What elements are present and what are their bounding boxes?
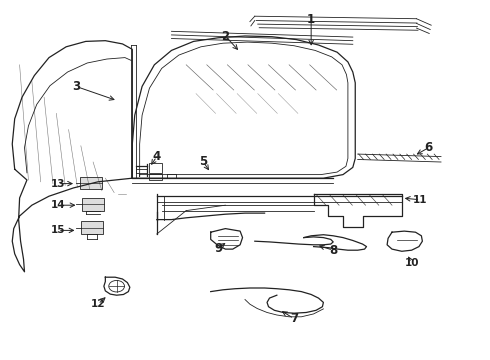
Text: 15: 15 (50, 225, 65, 235)
Text: 3: 3 (72, 80, 80, 93)
Text: 12: 12 (91, 299, 105, 309)
Bar (82, 198, 104, 211)
Text: 10: 10 (404, 258, 419, 268)
Text: 1: 1 (307, 13, 315, 26)
Bar (81, 221, 103, 234)
Text: 11: 11 (413, 195, 428, 205)
Text: 8: 8 (329, 244, 337, 257)
Bar (79, 177, 102, 189)
Bar (149, 163, 162, 173)
Text: 14: 14 (50, 200, 65, 210)
Text: 7: 7 (290, 312, 298, 325)
Bar (149, 174, 162, 180)
Text: 13: 13 (50, 179, 65, 189)
Text: 5: 5 (199, 156, 207, 168)
Text: 9: 9 (214, 242, 222, 255)
Text: 4: 4 (153, 150, 161, 163)
Text: 2: 2 (221, 30, 229, 42)
Text: 6: 6 (425, 141, 433, 154)
